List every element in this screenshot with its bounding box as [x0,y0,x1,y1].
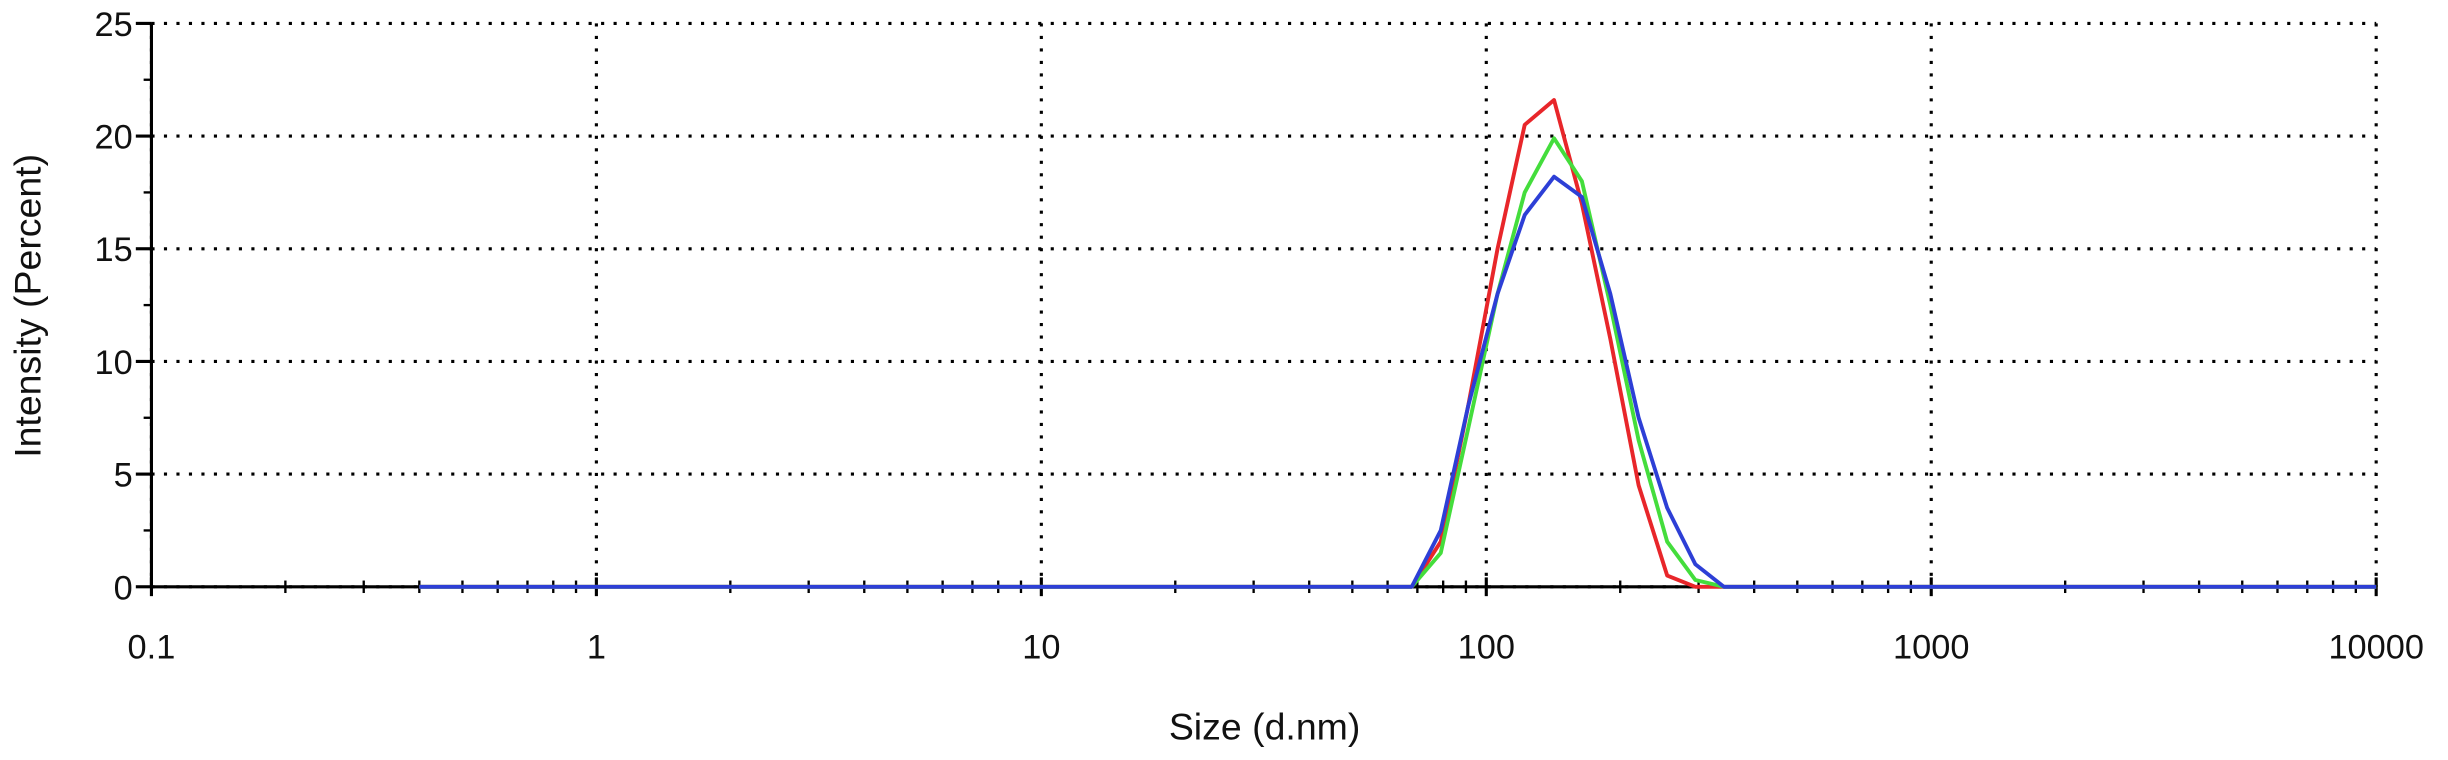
y-axis-label: Intensity (Percent) [7,154,49,458]
data-line [419,136,2377,589]
y-tick-label: 20 [95,119,133,157]
x-tick-label: 1000 [1893,629,1969,667]
data-line [419,174,2377,589]
y-tick-label: 10 [95,344,133,382]
y-tick-label: 25 [95,6,133,44]
y-tick-label: 0 [114,569,133,607]
x-tick-label: 10 [1022,629,1060,667]
x-tick-label: 10000 [2328,629,2423,667]
y-tick-label: 5 [114,457,133,495]
data-line [419,98,2377,589]
y-tick-label: 15 [95,231,133,269]
x-tick-label: 100 [1458,629,1515,667]
x-tick-label: 1 [587,629,606,667]
x-axis-label: Size (d.nm) [1169,706,1361,748]
x-tick-label: 0.1 [128,629,176,667]
